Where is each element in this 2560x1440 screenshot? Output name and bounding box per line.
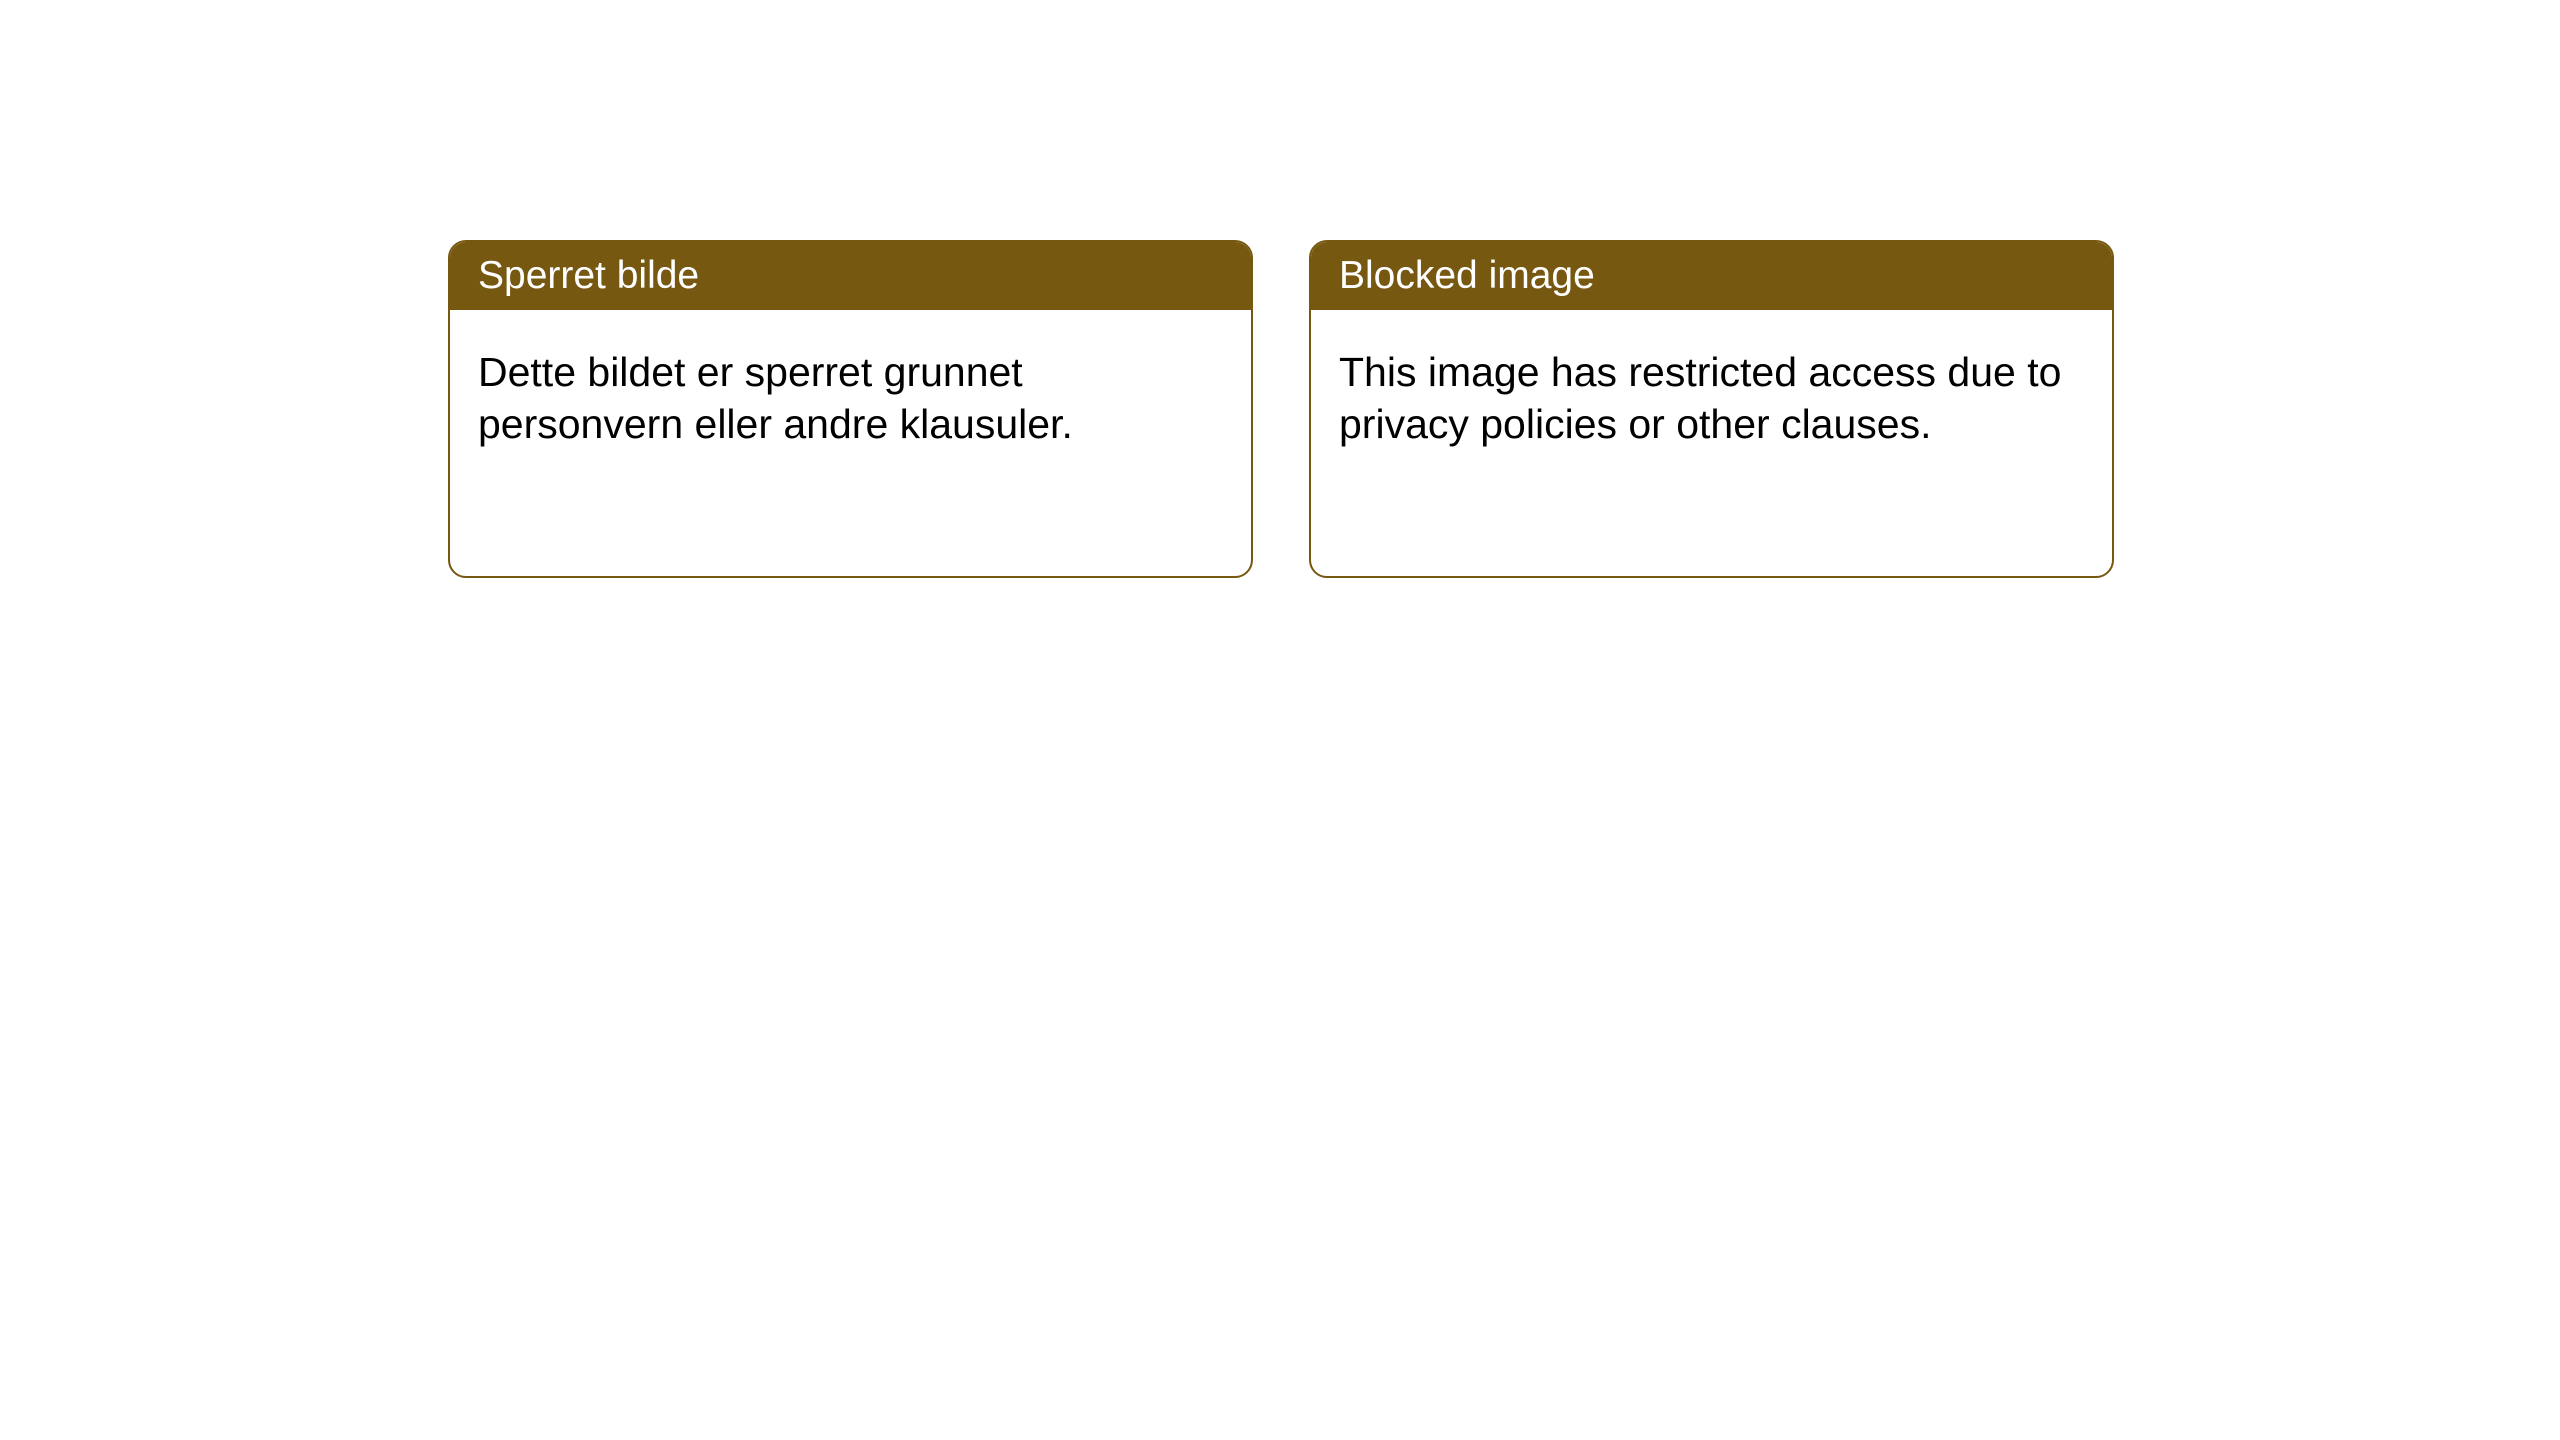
notice-header: Sperret bilde xyxy=(450,242,1251,310)
notice-body: Dette bildet er sperret grunnet personve… xyxy=(450,310,1251,487)
notice-card-english: Blocked image This image has restricted … xyxy=(1309,240,2114,578)
notice-body-text: Dette bildet er sperret grunnet personve… xyxy=(478,349,1073,447)
notice-body-text: This image has restricted access due to … xyxy=(1339,349,2061,447)
notice-title: Sperret bilde xyxy=(478,254,699,297)
notice-title: Blocked image xyxy=(1339,254,1595,297)
notice-body: This image has restricted access due to … xyxy=(1311,310,2112,487)
notice-card-norwegian: Sperret bilde Dette bildet er sperret gr… xyxy=(448,240,1253,578)
notice-header: Blocked image xyxy=(1311,242,2112,310)
notice-container: Sperret bilde Dette bildet er sperret gr… xyxy=(0,0,2560,578)
